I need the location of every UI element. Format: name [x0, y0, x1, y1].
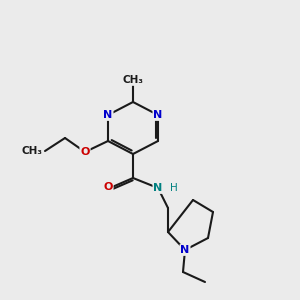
Text: N: N — [103, 110, 112, 120]
Text: O: O — [80, 147, 90, 157]
Text: O: O — [103, 182, 113, 192]
Text: CH₃: CH₃ — [122, 75, 143, 85]
Text: N: N — [153, 183, 163, 193]
Text: CH₃: CH₃ — [22, 146, 43, 156]
Text: N: N — [180, 245, 190, 255]
Text: N: N — [153, 110, 163, 120]
Text: H: H — [170, 183, 178, 193]
